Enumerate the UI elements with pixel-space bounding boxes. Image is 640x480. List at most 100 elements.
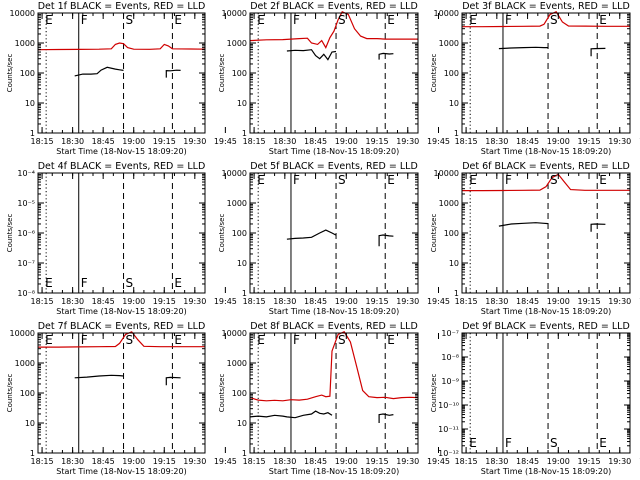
events-line-seg-0 [498,46,548,50]
panel-det-4f: Det 4f BLACK = Events, RED = LLD E F S E 10⁻⁸… [6,161,237,316]
x-tick-label: 19:30 [183,137,206,146]
x-tick-label: 18:30 [61,137,84,146]
events-line-seg-1 [590,223,606,232]
events-line-seg-0 [286,229,337,240]
events-line-seg-1 [378,234,394,247]
phase-label-e: E [257,13,265,27]
y-tick-label: 10⁻⁵ [17,199,35,208]
x-tick-label: 19:45 [427,297,450,306]
y-tick-label: 10000 [434,9,459,18]
x-tick-label: 18:15 [455,297,478,306]
y-tick-label: 10⁻⁸ [441,353,459,362]
x-tick-label: 18:15 [31,137,54,146]
phase-label-f: F [505,173,512,187]
x-tick-label: 18:15 [243,137,266,146]
x-tick-label: 18:45 [304,297,327,306]
phase-label-e: E [599,173,607,187]
phase-label-s: S [338,173,346,187]
phase-label-e: E [45,276,53,290]
events-line-seg-1 [378,413,394,423]
x-tick-label: 18:30 [485,297,508,306]
x-tick-label: 19:30 [183,457,206,466]
x-tick-label: 19:45 [639,297,640,306]
phase-label-f: F [81,276,88,290]
y-tick-label: 10 [25,419,35,428]
y-tick-label: 10⁻¹¹ [438,425,459,434]
events-line-seg-1 [165,376,181,386]
phase-label-e: E [387,333,395,347]
x-tick-label: 19:45 [639,457,640,466]
x-tick-label: 18:45 [304,457,327,466]
y-axis-label: Counts/sec [6,54,14,93]
x-axis-label: Start Time (18-Nov-15 18:09:20) [481,467,611,476]
x-axis-label: Start Time (18-Nov-15 18:09:20) [56,147,186,156]
y-tick-label: 100 [20,389,35,398]
y-tick-label: 1000 [15,39,35,48]
y-tick-label: 1 [242,129,247,138]
events-line-seg-1 [165,69,181,78]
phase-label-e: E [174,13,182,27]
x-tick-label: 18:45 [516,457,539,466]
y-tick-label: 1000 [227,199,247,208]
y-tick-label: 10 [237,259,247,268]
x-tick-label: 19:00 [335,457,358,466]
x-tick-label: 19:00 [122,457,145,466]
phase-label-e: E [387,13,395,27]
x-tick-label: 18:15 [31,457,54,466]
x-tick-label: 19:15 [577,297,600,306]
y-tick-label: 1 [30,129,35,138]
x-tick-label: 19:00 [547,457,570,466]
x-tick-label: 18:30 [61,297,84,306]
events-line-seg-1 [378,52,394,60]
lld-line-seg-0 [462,11,630,28]
x-tick-label: 19:00 [335,297,358,306]
phase-label-e: E [599,13,607,27]
x-tick-label: 18:30 [273,137,296,146]
y-tick-label: 1000 [227,359,247,368]
phase-label-e: E [469,13,477,27]
x-tick-label: 19:30 [608,137,631,146]
panel-title: Det 1f BLACK = Events, RED = LLD [38,1,206,12]
x-tick-label: 18:45 [516,137,539,146]
x-tick-label: 19:15 [365,297,388,306]
x-axis-label: Start Time (18-Nov-15 18:09:20) [56,467,186,476]
y-tick-label: 10⁻⁷ [441,329,459,338]
x-tick-label: 19:15 [365,137,388,146]
phase-label-e: E [387,173,395,187]
y-axis-label: Counts/sec [218,214,226,253]
phase-label-e: E [469,436,477,450]
x-tick-label: 19:30 [396,137,419,146]
lld-line-seg-0 [38,331,205,348]
x-tick-label: 18:30 [61,457,84,466]
y-axis-label: Counts/sec [6,214,14,253]
phase-label-s: S [550,13,558,27]
y-axis-label: Counts/sec [218,54,226,93]
plot-frame [461,332,631,454]
phase-label-f: F [293,333,300,347]
phase-label-e: E [257,333,265,347]
x-tick-label: 19:15 [577,457,600,466]
phase-label-e: E [45,333,53,347]
x-tick-label: 19:00 [547,137,570,146]
y-tick-label: 100 [232,229,247,238]
phase-label-e: E [257,173,265,187]
phase-label-f: F [293,13,300,27]
y-tick-label: 100 [20,69,35,78]
x-tick-label: 19:45 [214,137,237,146]
x-tick-label: 18:15 [455,137,478,146]
plot-frame [461,12,631,134]
x-tick-label: 18:45 [516,297,539,306]
y-tick-label: 10⁻⁷ [17,259,35,268]
x-tick-label: 19:30 [183,297,206,306]
phase-label-s: S [126,333,134,347]
y-tick-label: 10 [449,259,459,268]
x-tick-label: 18:30 [485,137,508,146]
y-axis-label: Counts/sec [430,374,438,413]
y-tick-label: 1 [242,289,247,298]
x-tick-label: 19:30 [396,297,419,306]
